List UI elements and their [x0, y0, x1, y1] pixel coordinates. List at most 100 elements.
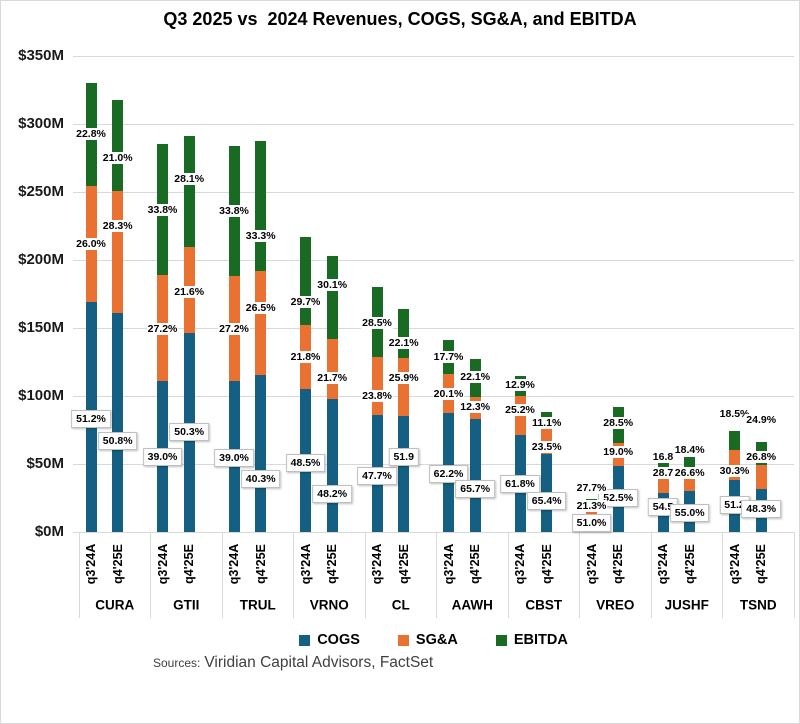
source-note: Sources: Viridian Capital Advisors, FactS… — [153, 654, 433, 672]
data-label-sga: 21.8% — [289, 351, 322, 363]
data-label-sga: 25.9% — [387, 372, 420, 384]
data-label-ebitda: 24.9% — [745, 414, 778, 426]
category-separator — [722, 532, 723, 618]
bar-period-label: q3'24A — [370, 543, 384, 585]
bar-segment-cogs — [398, 416, 410, 532]
bar-period-label: q3'24A — [155, 543, 170, 585]
group-label-aawh: AAWH — [451, 597, 493, 613]
bar-segment-sga — [112, 190, 124, 313]
bar-period-label: q4'25E — [754, 544, 769, 584]
data-label-sga: 30.3% — [718, 465, 751, 477]
data-label-sga: 27.2% — [218, 323, 250, 335]
data-label-cogs: 39.0% — [214, 449, 254, 467]
data-label-sga: 20.1% — [432, 388, 465, 400]
data-label-cogs: 62.2% — [428, 465, 469, 483]
category-separator — [507, 532, 509, 618]
data-label-sga: 23.8% — [361, 390, 393, 402]
category-separator — [436, 532, 437, 618]
y-axis-tick-label: $0M — [34, 523, 64, 540]
data-label-sga: 26.5% — [244, 302, 277, 314]
bar-segment-sga — [755, 464, 767, 489]
data-label-ebitda: 17.7% — [432, 351, 465, 363]
bar-segment-cogs — [112, 312, 124, 532]
data-label-cogs: 50.8% — [97, 432, 138, 450]
gridline — [73, 259, 794, 261]
data-label-sga: 26.0% — [75, 238, 107, 250]
legend-swatch-icon — [495, 634, 507, 646]
y-axis-tick-label: $50M — [26, 455, 64, 472]
data-label-ebitda: 30.1% — [316, 279, 349, 291]
data-label-ebitda: 16.8 — [651, 451, 675, 463]
gridline — [73, 123, 794, 125]
bar-period-label: q4'25E — [182, 544, 197, 584]
data-label-sga: 19.0% — [602, 446, 635, 458]
group-label-tsnd: TSND — [739, 597, 777, 613]
gridline — [73, 191, 794, 193]
category-separator — [221, 532, 223, 618]
bar-segment-sga — [255, 271, 267, 375]
data-label-sga: 21.6% — [173, 286, 206, 298]
data-label-ebitda: 33.8% — [146, 204, 179, 216]
legend-label: COGS — [317, 632, 360, 648]
bar-segment-cogs — [326, 398, 338, 532]
group-label-gtii: GTII — [173, 597, 200, 613]
data-label-cogs: 65.7% — [455, 480, 496, 498]
data-label-ebitda: 27.7% — [575, 482, 608, 494]
group-label-vrno: VRNO — [309, 597, 349, 613]
data-label-cogs: 40.3% — [240, 470, 281, 488]
category-separator — [579, 532, 580, 618]
bar-period-label: q3'24A — [584, 543, 599, 585]
bar-period-label: q3'24A — [727, 543, 742, 585]
y-axis-tick-label: $100M — [18, 387, 64, 404]
bar-segment-sga — [326, 339, 338, 399]
legend: COGS SG&A EBITDA — [73, 632, 794, 648]
bar-segment-sga — [541, 425, 553, 454]
y-axis-tick-label: $300M — [18, 115, 64, 132]
bar-period-label: q4'25E — [682, 544, 697, 584]
data-label-cogs: 50.3% — [169, 423, 210, 441]
category-separator — [78, 532, 80, 618]
data-label-cogs: 39.0% — [142, 448, 183, 466]
legend-item-sga: SG&A — [397, 632, 458, 648]
bar-segment-ebitda — [657, 459, 669, 473]
data-label-cogs: 51.2% — [71, 410, 111, 428]
legend-swatch-icon — [299, 634, 311, 646]
bar-segment-ebitda — [398, 309, 410, 359]
group-label-jushf: JUSHF — [664, 597, 709, 613]
bar-segment-sga — [398, 358, 410, 417]
data-label-sga: 21.7% — [316, 372, 349, 384]
data-label-sga: 28.3% — [101, 220, 134, 232]
gridline — [73, 55, 794, 57]
data-label-sga: 27.2% — [146, 323, 179, 335]
data-label-cogs: 47.7% — [357, 467, 397, 485]
bar-segment-ebitda — [300, 236, 311, 325]
group-label-cbst: CBST — [525, 597, 563, 613]
bar-segment-ebitda — [729, 431, 740, 450]
bar-period-label: q4'25E — [539, 544, 554, 584]
data-label-sga: 12.3% — [459, 401, 492, 413]
data-label-ebitda: 22.8% — [75, 128, 107, 140]
bar-period-label: q3'24A — [227, 543, 241, 585]
data-label-ebitda: 28.5% — [602, 417, 635, 429]
bar-period-label: q4'25E — [110, 544, 125, 584]
legend-item-ebitda: EBITDA — [495, 632, 568, 648]
bar-period-label: q4'25E — [325, 544, 340, 584]
bar-period-label: q4'25E — [468, 544, 483, 584]
data-label-ebitda: 22.1% — [387, 337, 420, 349]
gridline — [73, 531, 794, 533]
chart-title: Q3 2025 vs 2024 Revenues, COGS, SG&A, an… — [163, 9, 637, 29]
y-axis-tick-label: $250M — [18, 183, 64, 200]
data-label-ebitda: 12.9% — [504, 379, 536, 391]
legend-label: SG&A — [415, 632, 458, 648]
gridline — [73, 463, 794, 465]
bar-segment-ebitda — [183, 136, 195, 248]
bar-segment-ebitda — [255, 141, 267, 272]
bar-period-label: q4'25E — [611, 544, 626, 584]
bar-segment-cogs — [469, 418, 481, 532]
category-separator — [650, 532, 652, 618]
data-label-ebitda: 28.5% — [361, 317, 393, 329]
data-label-sga: 28.7 — [651, 467, 675, 479]
category-separator — [150, 532, 151, 618]
legend-item-cogs: COGS — [299, 632, 360, 648]
data-label-cogs: 61.8% — [500, 475, 540, 493]
